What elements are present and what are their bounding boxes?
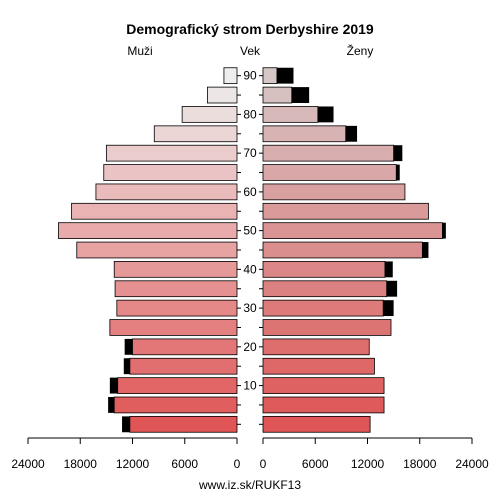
female-bar-45-49: [262, 241, 423, 259]
female-excess-90+: [276, 67, 294, 84]
male-bars: [58, 67, 238, 433]
right-x-label-12000: 12000: [351, 457, 385, 471]
female-bar-90+: [262, 67, 278, 85]
male-excess-10-14: [109, 377, 118, 394]
left-x-label-6000: 6000: [171, 457, 198, 471]
male-bar-85-89: [206, 86, 238, 104]
male-excess-0-4: [122, 416, 130, 433]
male-bar-15-19: [129, 357, 238, 375]
female-bar-20-24: [262, 338, 370, 356]
chart-title: Demografický strom Derbyshire 2019: [126, 21, 374, 37]
age-label-30: 30: [243, 301, 257, 315]
female-bar-65-69: [262, 164, 397, 181]
female-bar-10-14: [262, 377, 385, 394]
female-bar-15-19: [262, 357, 375, 375]
male-bar-50-54: [58, 222, 238, 239]
left-x-label-18000: 18000: [64, 457, 98, 471]
male-bar-30-34: [116, 299, 238, 317]
male-bar-10-14: [117, 377, 238, 394]
male-bar-5-9: [113, 396, 238, 414]
male-bar-60-64: [95, 183, 238, 201]
male-bar-25-29: [109, 319, 238, 336]
female-excess-35-39: [386, 280, 398, 297]
left-series-label: Muži: [127, 44, 152, 58]
female-excess-85-89: [291, 87, 310, 103]
male-bar-0-4: [129, 415, 238, 433]
female-bar-25-29: [262, 319, 392, 336]
female-bar-75-79: [262, 125, 347, 143]
left-x-label-0: 0: [234, 457, 241, 471]
age-label-40: 40: [243, 262, 257, 276]
male-bar-70-74: [105, 144, 238, 162]
age-label-10: 10: [243, 379, 257, 393]
male-excess-5-9: [108, 397, 115, 413]
female-bar-85-89: [262, 86, 293, 104]
male-bar-55-59: [71, 202, 238, 220]
right-x-label-6000: 6000: [302, 457, 329, 471]
right-x-axis: 0 6000 12000 18000 24000: [260, 438, 489, 471]
male-bar-45-49: [76, 241, 238, 259]
age-label-20: 20: [243, 340, 257, 354]
female-excess-30-34: [383, 300, 394, 317]
male-bar-65-69: [103, 164, 238, 181]
male-bar-80-84: [181, 106, 238, 123]
male-bar-75-79: [153, 125, 238, 143]
right-series-label: Ženy: [347, 43, 374, 58]
source-footer: www.iz.sk/RUKF13: [198, 478, 301, 492]
female-excess-70-74: [393, 145, 403, 162]
age-axis-label: Vek: [240, 44, 261, 58]
female-excess-50-54: [442, 222, 446, 239]
age-label-80: 80: [243, 107, 257, 121]
female-bar-70-74: [262, 144, 395, 162]
female-excess-65-69: [396, 164, 400, 181]
age-axis: 10 20 30 40 50 60 70 80 90: [237, 69, 263, 425]
male-bar-40-44: [113, 261, 238, 278]
left-x-label-12000: 12000: [116, 457, 150, 471]
age-label-50: 50: [243, 224, 257, 238]
female-bar-40-44: [262, 261, 386, 278]
female-excess-40-44: [384, 261, 393, 278]
male-excess-15-19: [123, 358, 130, 375]
female-bar-30-34: [262, 299, 384, 317]
age-label-60: 60: [243, 185, 257, 199]
female-excess-45-49: [422, 242, 429, 258]
female-bar-55-59: [262, 202, 429, 220]
female-excess-75-79: [345, 125, 358, 142]
female-bar-35-39: [262, 280, 388, 298]
female-bar-80-84: [262, 106, 319, 123]
male-bar-35-39: [114, 280, 238, 298]
age-label-90: 90: [243, 69, 257, 83]
male-excess-20-24: [124, 338, 133, 355]
female-bar-0-4: [262, 415, 371, 433]
age-label-70: 70: [243, 146, 257, 160]
female-bar-50-54: [262, 222, 443, 239]
female-bar-5-9: [262, 396, 385, 414]
female-bars: [262, 67, 446, 433]
female-bar-60-64: [262, 183, 406, 201]
left-x-axis: 24000 18000 12000 6000 0: [11, 438, 241, 471]
male-bar-90+: [223, 67, 238, 85]
left-x-label-24000: 24000: [11, 457, 45, 471]
right-x-label-24000: 24000: [455, 457, 489, 471]
right-x-label-18000: 18000: [403, 457, 437, 471]
female-excess-80-84: [317, 106, 334, 123]
right-x-label-0: 0: [260, 457, 267, 471]
male-bar-20-24: [132, 338, 238, 356]
